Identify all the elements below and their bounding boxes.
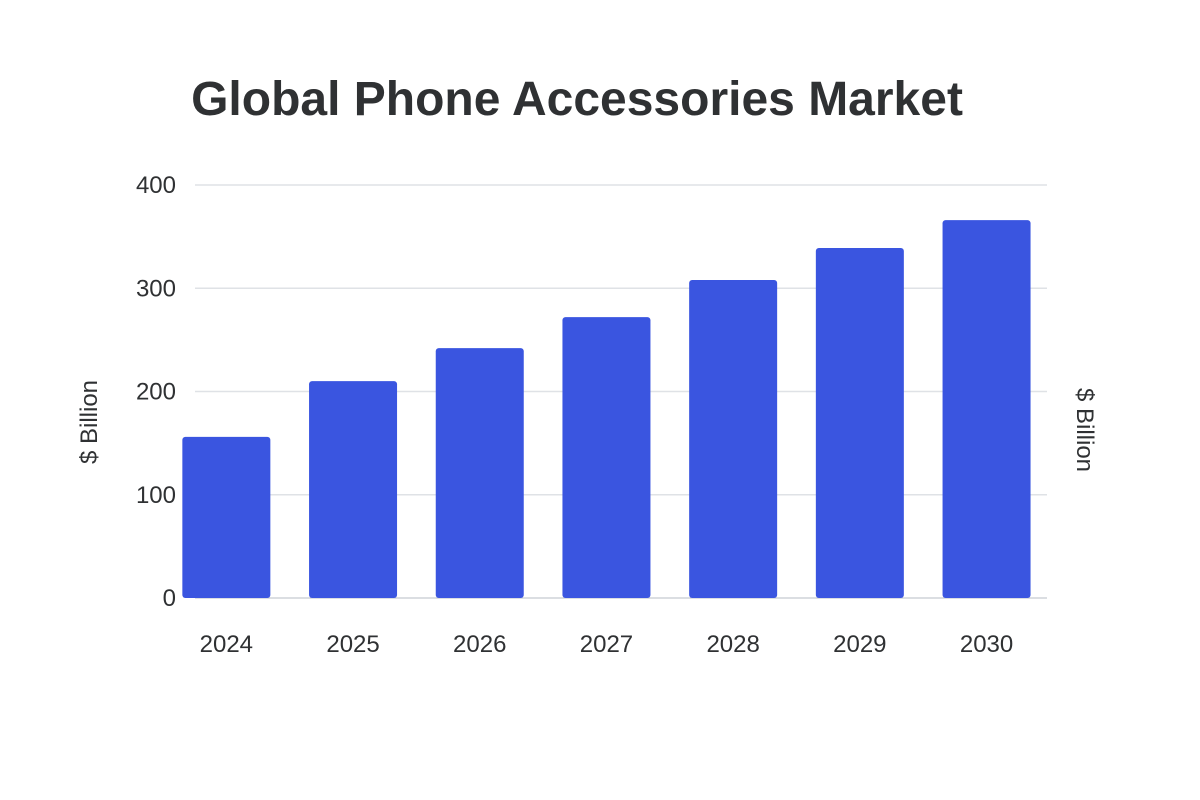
x-tick-label: 2025 [326, 631, 379, 658]
bar-2025 [309, 381, 398, 598]
x-tick-label: 2030 [960, 631, 1013, 658]
y-axis-title-right: $ Billion [1071, 388, 1098, 472]
x-axis-ticks: 2024 2025 2026 2027 2028 2029 2030 [200, 631, 1014, 658]
y-tick-label: 200 [136, 379, 176, 406]
y-tick-label: 400 [136, 172, 176, 199]
y-axis-ticks: 0 100 200 300 400 [136, 172, 176, 612]
y-axis-title: $ Billion [76, 380, 103, 464]
bars [182, 220, 1031, 599]
x-tick-label: 2028 [706, 631, 759, 658]
bar-2027 [562, 317, 651, 598]
y-tick-label: 0 [163, 585, 176, 612]
bar-2030 [942, 220, 1031, 599]
y-tick-label: 300 [136, 275, 176, 302]
bar-2029 [815, 247, 904, 599]
bar-2026 [435, 348, 524, 598]
x-tick-label: 2024 [200, 631, 253, 658]
x-tick-label: 2029 [833, 631, 886, 658]
x-tick-label: 2026 [453, 631, 506, 658]
x-tick-label: 2027 [580, 631, 633, 658]
bar-2028 [689, 279, 778, 598]
y-tick-label: 100 [136, 482, 176, 509]
bar-2024 [182, 436, 271, 598]
chart-title: Global Phone Accessories Market [191, 73, 963, 126]
